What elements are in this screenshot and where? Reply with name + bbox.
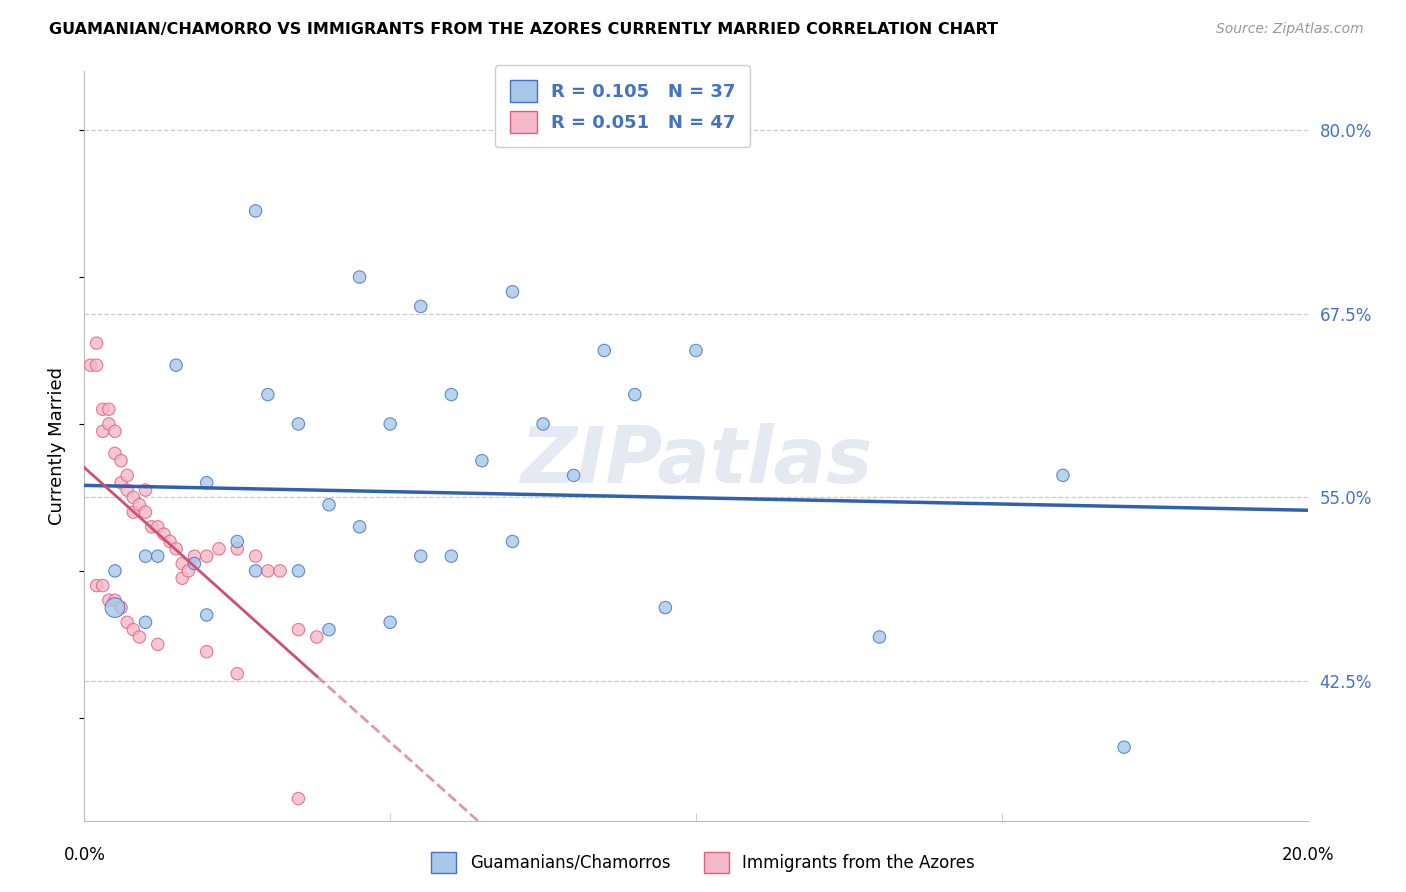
Point	[305, 630, 328, 644]
Text: ZIPatlas: ZIPatlas	[520, 423, 872, 499]
Point	[624, 387, 647, 401]
Point	[135, 615, 157, 630]
Point	[86, 336, 108, 351]
Point	[183, 549, 205, 564]
Text: 20.0%: 20.0%	[1281, 846, 1334, 863]
Point	[195, 475, 218, 490]
Point	[245, 564, 267, 578]
Point	[128, 630, 150, 644]
Point	[226, 541, 249, 556]
Point	[318, 498, 340, 512]
Point	[97, 417, 120, 431]
Point	[349, 520, 371, 534]
Point	[91, 578, 114, 592]
Point	[593, 343, 616, 358]
Text: Source: ZipAtlas.com: Source: ZipAtlas.com	[1216, 22, 1364, 37]
Point	[654, 600, 676, 615]
Legend: Guamanians/Chamorros, Immigrants from the Azores: Guamanians/Chamorros, Immigrants from th…	[425, 846, 981, 880]
Point	[141, 520, 163, 534]
Point	[104, 564, 127, 578]
Point	[153, 527, 176, 541]
Point	[471, 453, 494, 467]
Point	[146, 520, 169, 534]
Point	[128, 498, 150, 512]
Point	[165, 358, 187, 372]
Point	[195, 549, 218, 564]
Point	[115, 615, 138, 630]
Point	[172, 571, 194, 585]
Point	[502, 285, 524, 299]
Point	[86, 358, 108, 372]
Point	[287, 564, 309, 578]
Point	[110, 600, 132, 615]
Point	[135, 505, 157, 519]
Point	[685, 343, 707, 358]
Point	[91, 402, 114, 417]
Point	[440, 549, 463, 564]
Point	[122, 505, 145, 519]
Point	[135, 549, 157, 564]
Point	[208, 541, 231, 556]
Point	[226, 534, 249, 549]
Point	[146, 637, 169, 651]
Point	[115, 468, 138, 483]
Point	[287, 791, 309, 805]
Point	[91, 425, 114, 439]
Point	[97, 593, 120, 607]
Point	[97, 402, 120, 417]
Point	[562, 468, 585, 483]
Point	[1114, 740, 1136, 755]
Point	[195, 645, 218, 659]
Point	[104, 425, 127, 439]
Point	[146, 549, 169, 564]
Point	[1052, 468, 1074, 483]
Y-axis label: Currently Married: Currently Married	[48, 367, 66, 525]
Point	[226, 666, 249, 681]
Point	[269, 564, 291, 578]
Point	[245, 549, 267, 564]
Point	[110, 453, 132, 467]
Point	[287, 623, 309, 637]
Point	[349, 270, 371, 285]
Point	[245, 203, 267, 218]
Point	[110, 475, 132, 490]
Point	[172, 557, 194, 571]
Legend: R = 0.105   N = 37, R = 0.051   N = 47: R = 0.105 N = 37, R = 0.051 N = 47	[495, 65, 749, 147]
Point	[380, 417, 402, 431]
Text: 0.0%: 0.0%	[63, 846, 105, 863]
Point	[257, 564, 280, 578]
Point	[440, 387, 463, 401]
Point	[104, 600, 127, 615]
Point	[177, 564, 200, 578]
Point	[195, 607, 218, 622]
Point	[115, 483, 138, 497]
Point	[380, 615, 402, 630]
Point	[86, 578, 108, 592]
Point	[104, 446, 127, 460]
Point	[531, 417, 554, 431]
Point	[159, 534, 181, 549]
Point	[122, 491, 145, 505]
Point	[257, 387, 280, 401]
Point	[79, 358, 101, 372]
Point	[165, 541, 187, 556]
Text: GUAMANIAN/CHAMORRO VS IMMIGRANTS FROM THE AZORES CURRENTLY MARRIED CORRELATION C: GUAMANIAN/CHAMORRO VS IMMIGRANTS FROM TH…	[49, 22, 998, 37]
Point	[502, 534, 524, 549]
Point	[183, 557, 205, 571]
Point	[122, 623, 145, 637]
Point	[869, 630, 891, 644]
Point	[409, 300, 432, 314]
Point	[318, 623, 340, 637]
Point	[135, 483, 157, 497]
Point	[104, 593, 127, 607]
Point	[287, 417, 309, 431]
Point	[409, 549, 432, 564]
